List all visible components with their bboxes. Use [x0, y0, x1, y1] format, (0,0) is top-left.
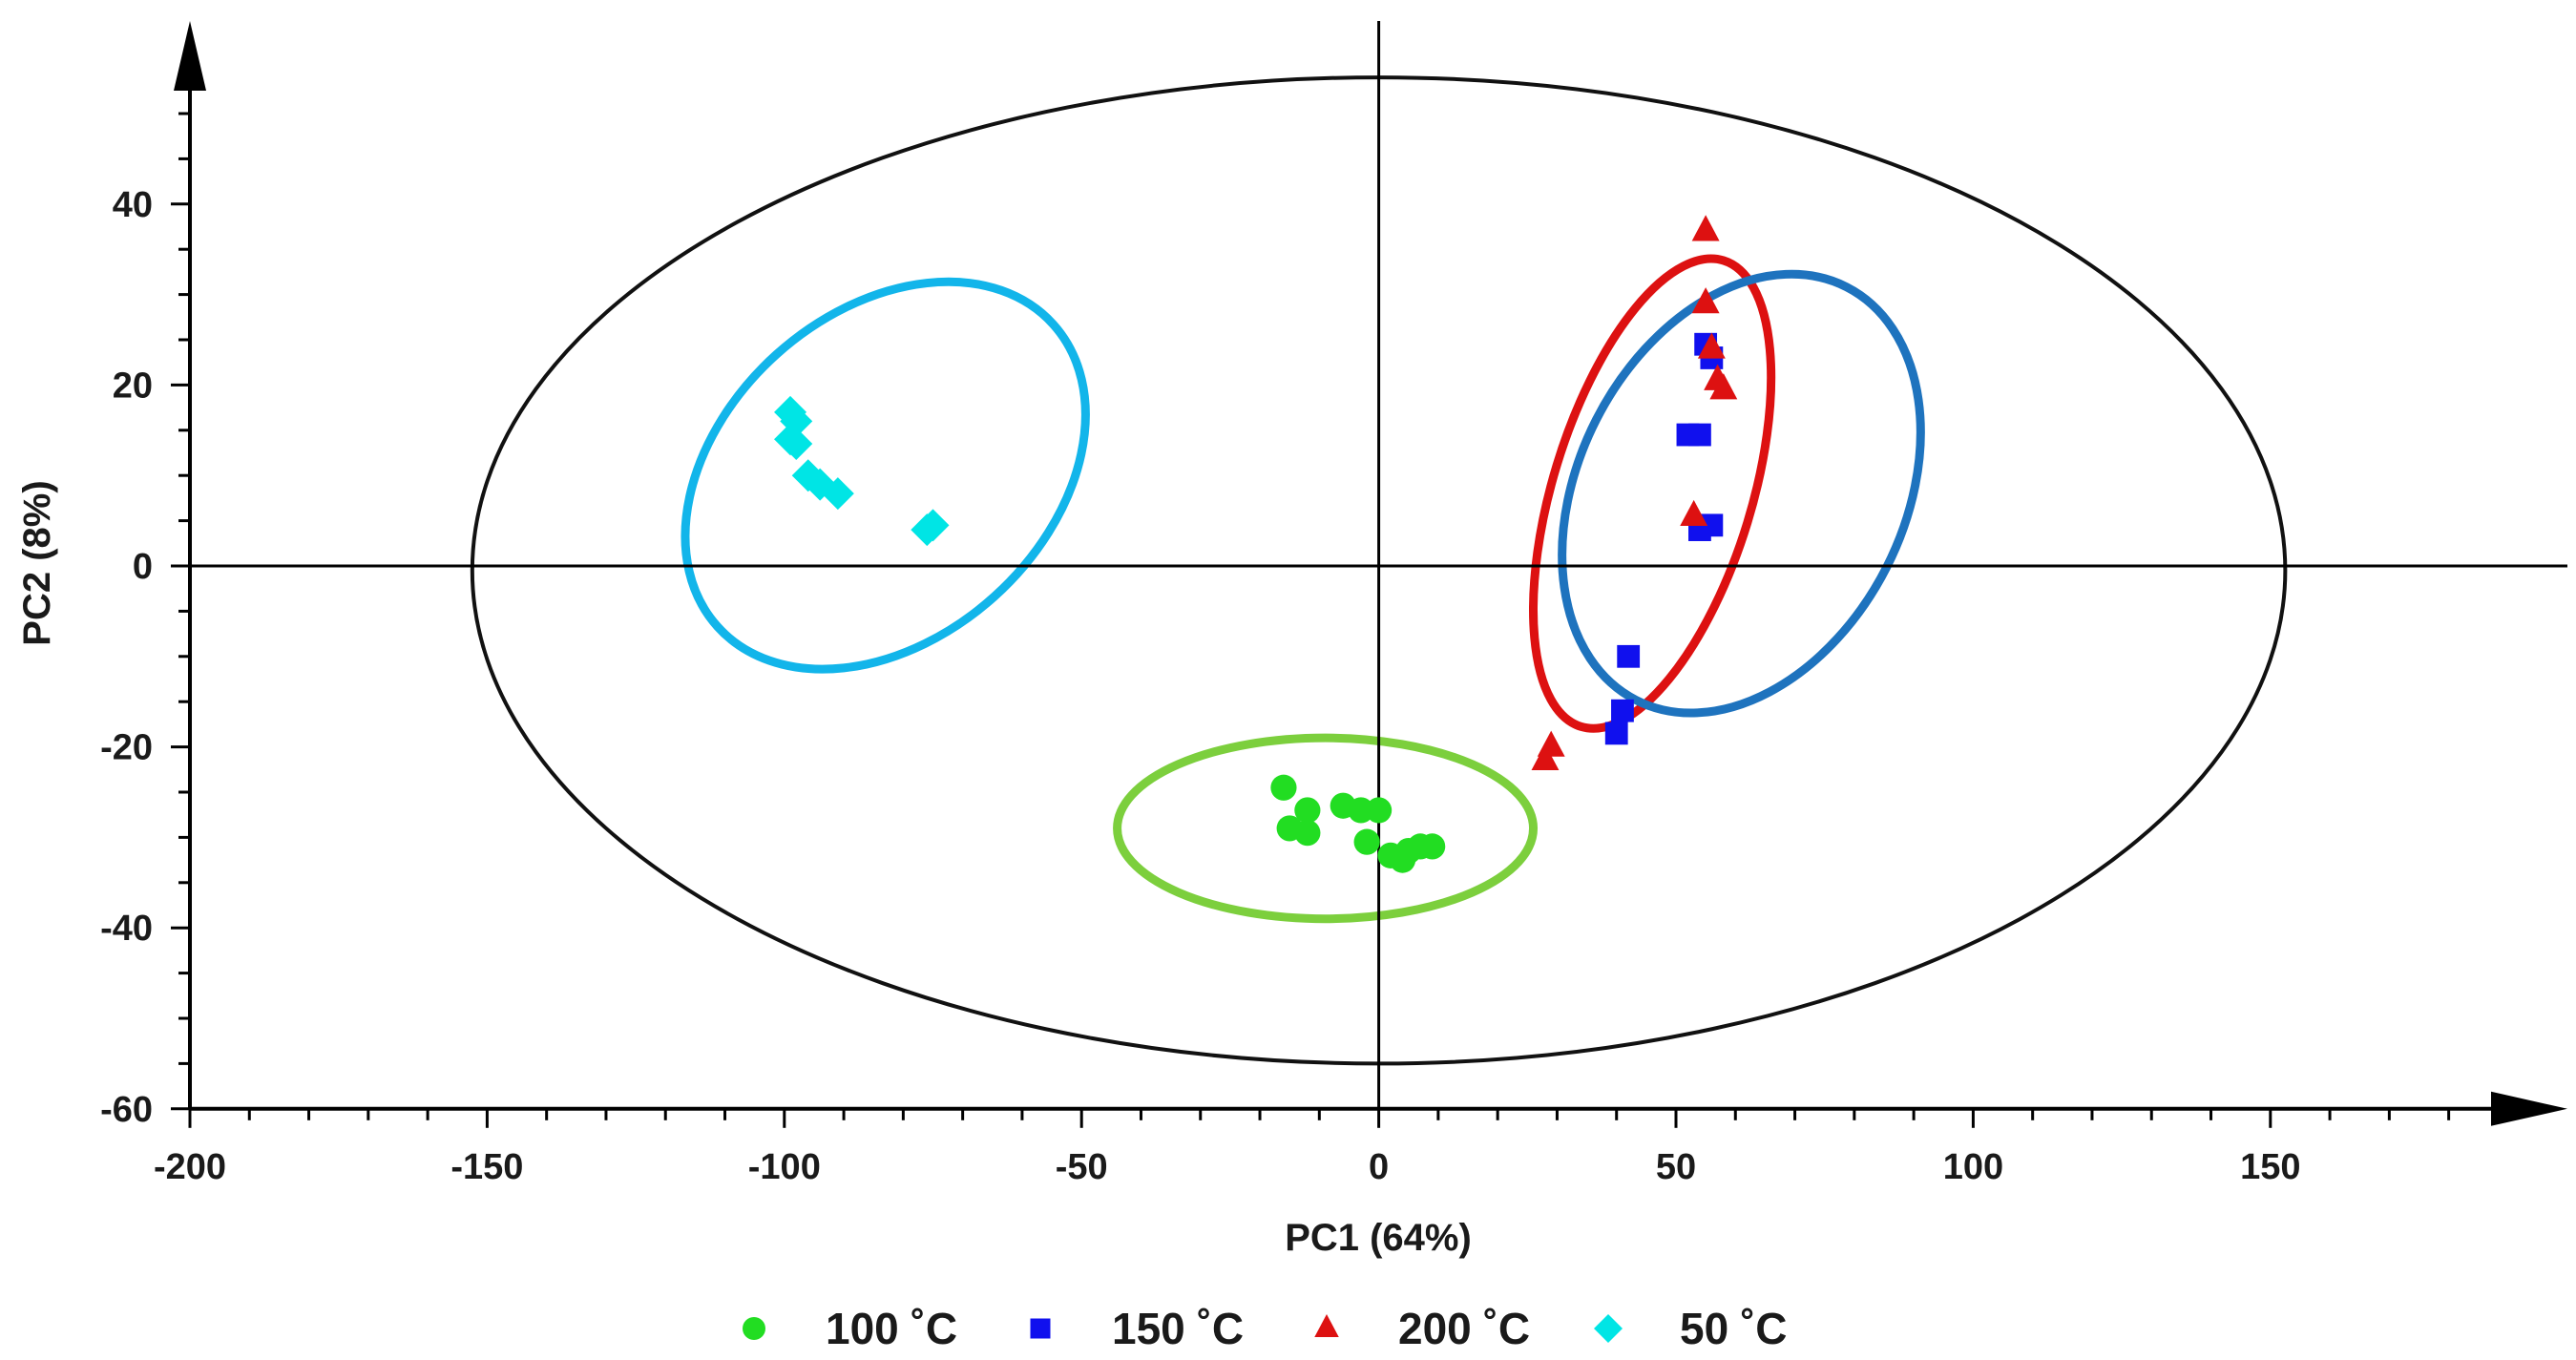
y-tick-label: 40: [113, 185, 153, 225]
x-tick-label: -100: [748, 1147, 821, 1187]
y-tick-label: -20: [100, 728, 153, 768]
point-layer: [774, 215, 1738, 873]
legend-label-200-c: 200 ˚C: [1398, 1304, 1530, 1353]
point-150-c: [1688, 423, 1711, 447]
x-axis-arrow-icon: [2491, 1091, 2567, 1126]
point-200-c: [1691, 287, 1720, 314]
point-100-c: [1419, 833, 1446, 860]
point-100-c: [1353, 828, 1380, 855]
point-150-c: [1604, 722, 1628, 745]
point-150-c: [1617, 644, 1641, 668]
point-50-c: [916, 509, 950, 542]
ellipse-200-c-group: [1529, 254, 1776, 733]
point-200-c: [1697, 332, 1726, 359]
legend-label-50-c: 50 ˚C: [1680, 1304, 1787, 1353]
y-axis-label: PC2 (8%): [16, 480, 58, 645]
y-tick-label: 20: [113, 366, 153, 406]
x-axis-label: PC1 (64%): [1285, 1217, 1472, 1259]
legend: 100 ˚C 150 ˚C 200 ˚C 50 ˚C: [743, 1304, 1787, 1353]
y-tick-label: 0: [133, 547, 153, 587]
point-100-c: [1366, 797, 1393, 824]
x-tick-label: 100: [1943, 1147, 2003, 1187]
point-100-c: [1294, 797, 1321, 824]
ellipse-50-c-group: [681, 277, 1090, 674]
y-axis-arrow-icon: [174, 21, 206, 91]
ellipse-150-c-group: [1558, 269, 1925, 718]
x-tick-label: -50: [1056, 1147, 1108, 1187]
axis-layer: [171, 21, 2567, 1128]
legend-label-150-c: 150 ˚C: [1112, 1304, 1244, 1353]
legend-label-100-c: 100 ˚C: [826, 1304, 957, 1353]
point-100-c: [1348, 797, 1374, 824]
point-100-c: [1294, 820, 1321, 847]
x-tick-label: -200: [154, 1147, 226, 1187]
legend-marker-50-c: [1594, 1314, 1623, 1343]
ellipse-100-c-group: [1113, 733, 1539, 924]
point-200-c: [1709, 373, 1738, 400]
legend-marker-200-c: [1314, 1314, 1339, 1337]
x-tick-label: -150: [450, 1147, 523, 1187]
x-tick-label: 0: [1369, 1147, 1389, 1187]
point-200-c: [1531, 743, 1560, 771]
legend-marker-150-c: [1030, 1318, 1051, 1339]
point-100-c: [1270, 774, 1297, 801]
y-tick-label: -60: [100, 1090, 153, 1130]
point-200-c: [1680, 499, 1708, 527]
point-50-c: [821, 477, 854, 511]
point-150-c: [1700, 513, 1724, 537]
y-tick-label: -40: [100, 909, 153, 949]
x-tick-label: 50: [1656, 1147, 1696, 1187]
point-50-c: [780, 428, 813, 461]
point-150-c: [1611, 699, 1634, 722]
x-tick-label: 150: [2240, 1147, 2300, 1187]
point-200-c: [1691, 215, 1720, 241]
legend-marker-100-c: [743, 1317, 765, 1340]
